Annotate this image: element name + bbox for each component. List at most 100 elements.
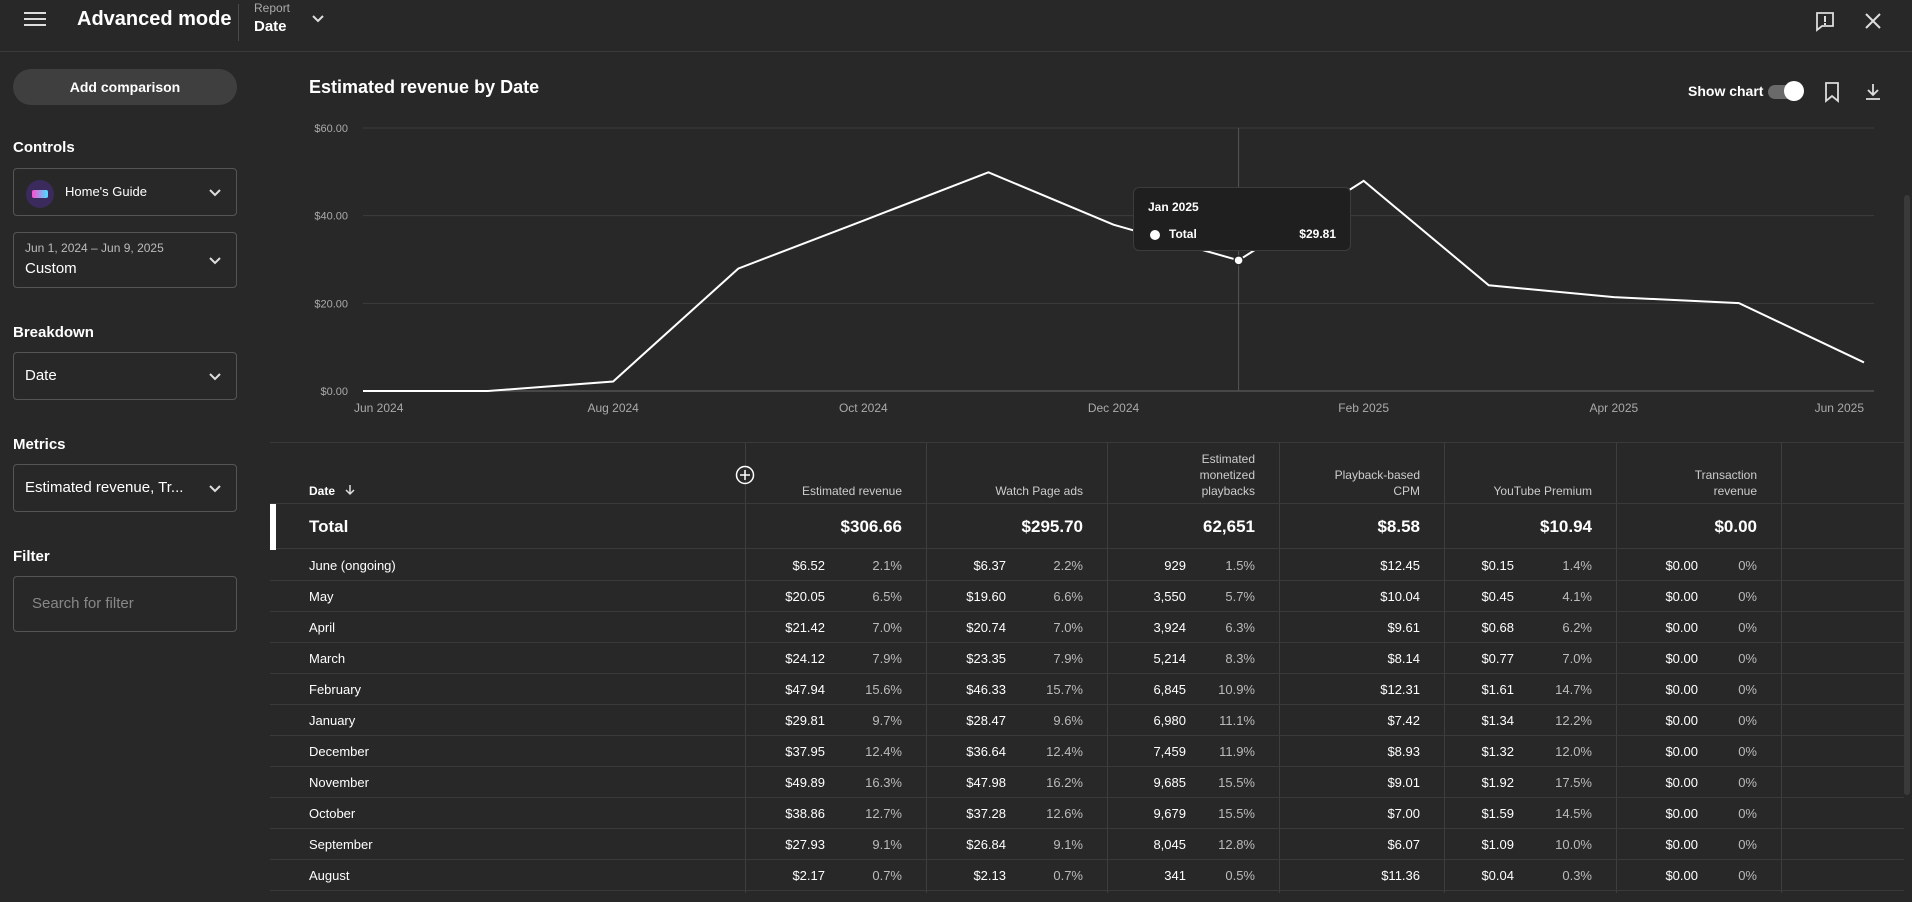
- row-estimated-revenue: $29.81: [785, 713, 825, 728]
- row-youtube-premium-percent: 12.2%: [1555, 713, 1592, 728]
- row-playback-cpm: $12.45: [1380, 558, 1420, 573]
- header-youtube-premium[interactable]: YouTube Premium: [1493, 484, 1593, 498]
- header-monetized-playbacks[interactable]: Estimated monetized playbacks: [1200, 451, 1255, 499]
- row-monetized-playbacks: 9,679: [1153, 806, 1186, 821]
- row-watch-page-ads-percent: 6.6%: [1053, 589, 1083, 604]
- row-transaction-revenue-percent: 0%: [1738, 775, 1757, 790]
- row-estimated-revenue: $27.93: [785, 837, 825, 852]
- page-title: Advanced mode: [77, 8, 232, 30]
- metrics-label: Metrics: [13, 436, 66, 453]
- top-bar: Advanced mode Report Date: [0, 0, 1912, 52]
- row-youtube-premium-percent: 14.5%: [1555, 806, 1592, 821]
- x-tick-label: Dec 2024: [1088, 401, 1140, 415]
- row-date: June (ongoing): [309, 558, 396, 573]
- row-playback-cpm: $7.00: [1387, 806, 1420, 821]
- tooltip-date: Jan 2025: [1148, 200, 1199, 214]
- download-icon[interactable]: [1863, 82, 1883, 102]
- row-watch-page-ads-percent: 12.6%: [1046, 806, 1083, 821]
- row-monetized-playbacks: 7,459: [1153, 744, 1186, 759]
- channel-avatar: [26, 180, 54, 208]
- row-monetized-playbacks-percent: 15.5%: [1218, 775, 1255, 790]
- total-label: Total: [309, 517, 349, 536]
- row-youtube-premium-percent: 1.4%: [1562, 558, 1592, 573]
- close-icon[interactable]: [1862, 10, 1884, 32]
- filter-field[interactable]: [13, 576, 237, 632]
- row-monetized-playbacks: 6,980: [1153, 713, 1186, 728]
- chart-title: Estimated revenue by Date: [309, 77, 540, 97]
- header-playback-cpm[interactable]: Playback-based CPM: [1335, 467, 1420, 499]
- bookmark-icon[interactable]: [1823, 81, 1841, 103]
- chart-tooltip: Jan 2025 Total $29.81: [1133, 187, 1351, 251]
- row-estimated-revenue-percent: 16.3%: [865, 775, 902, 790]
- row-transaction-revenue-percent: 0%: [1738, 558, 1757, 573]
- hamburger-menu-icon[interactable]: [22, 8, 48, 30]
- x-tick-label: Aug 2024: [587, 401, 639, 415]
- header-monetized-playbacks-line2: monetized: [1199, 468, 1255, 482]
- row-estimated-revenue-percent: 12.4%: [865, 744, 902, 759]
- row-watch-page-ads: $47.98: [966, 775, 1006, 790]
- table-row[interactable]: January $29.81 9.7% $28.47 9.6% 6,980 11.1% $7.…: [270, 705, 1904, 736]
- table-row[interactable]: August $2.17 0.7% $2.13 0.7% 341 0.5% $11.36 $0.…: [270, 860, 1904, 891]
- header-date[interactable]: Date: [309, 483, 356, 499]
- y-tick-label: $0.00: [320, 386, 348, 398]
- table-row[interactable]: September $27.93 9.1% $26.84 9.1% 8,045 12.8% $…: [270, 829, 1904, 860]
- date-range-select[interactable]: Jun 1, 2024 – Jun 9, 2025 Custom: [13, 232, 237, 288]
- header-monetized-playbacks-line1: Estimated: [1201, 452, 1255, 466]
- row-estimated-revenue-percent: 7.9%: [872, 651, 902, 666]
- feedback-icon[interactable]: [1814, 10, 1836, 32]
- row-monetized-playbacks-percent: 11.1%: [1219, 713, 1255, 728]
- filter-input[interactable]: [32, 595, 222, 612]
- row-estimated-revenue-percent: 12.7%: [865, 806, 902, 821]
- table-row[interactable]: February $47.94 15.6% $46.33 15.7% 6,845 10.9%…: [270, 674, 1904, 705]
- breakdown-select[interactable]: Date: [13, 352, 237, 400]
- header-transaction-revenue[interactable]: Transaction revenue: [1695, 467, 1757, 499]
- table-row[interactable]: December $37.95 12.4% $36.64 12.4% 7,459 11.9%…: [270, 736, 1904, 767]
- row-watch-page-ads-percent: 9.1%: [1053, 837, 1083, 852]
- table-row[interactable]: April $21.42 7.0% $20.74 7.0% 3,924 6.3% $9.61 $…: [270, 612, 1904, 643]
- add-comparison-button[interactable]: Add comparison: [13, 69, 237, 105]
- row-playback-cpm: $12.31: [1380, 682, 1420, 697]
- row-youtube-premium: $0.45: [1481, 589, 1514, 604]
- row-playback-cpm: $6.07: [1387, 837, 1420, 852]
- row-youtube-premium: $1.92: [1481, 775, 1514, 790]
- revenue-line-chart: $0.00 $20.00 $40.00 $60.00 Jun 2024 Aug 2024 O…: [314, 123, 1874, 415]
- metrics-select[interactable]: Estimated revenue, Tr...: [13, 464, 237, 512]
- total-playback-cpm: $8.58: [1377, 517, 1420, 536]
- scrollbar[interactable]: [1904, 195, 1910, 795]
- row-monetized-playbacks-percent: 15.5%: [1218, 806, 1255, 821]
- row-estimated-revenue: $24.12: [785, 651, 825, 666]
- report-dropdown[interactable]: Report Date: [253, 0, 333, 40]
- channel-select[interactable]: Home's Guide: [13, 168, 237, 216]
- add-column-icon[interactable]: [735, 465, 755, 485]
- chevron-down-icon: [209, 189, 221, 197]
- row-estimated-revenue-percent: 2.1%: [872, 558, 902, 573]
- row-transaction-revenue-percent: 0%: [1738, 837, 1757, 852]
- show-chart-toggle[interactable]: [1768, 81, 1804, 101]
- row-youtube-premium: $0.68: [1481, 620, 1514, 635]
- header-estimated-revenue[interactable]: Estimated revenue: [801, 484, 902, 498]
- table-row[interactable]: October $38.86 12.7% $37.28 12.6% 9,679 15.5% $…: [270, 798, 1904, 829]
- row-youtube-premium: $1.32: [1481, 744, 1514, 759]
- column-divider: [926, 443, 927, 893]
- table-row[interactable]: March $24.12 7.9% $23.35 7.9% 5,214 8.3% $8.14 $…: [270, 643, 1904, 674]
- header-watch-page-ads[interactable]: Watch Page ads: [995, 484, 1083, 498]
- row-transaction-revenue: $0.00: [1665, 558, 1698, 573]
- row-playback-cpm: $9.61: [1387, 620, 1420, 635]
- tooltip-series-dot: [1150, 230, 1160, 240]
- row-transaction-revenue-percent: 0%: [1738, 651, 1757, 666]
- row-youtube-premium-percent: 14.7%: [1555, 682, 1592, 697]
- row-estimated-revenue-percent: 6.5%: [872, 589, 902, 604]
- row-date: November: [309, 775, 369, 790]
- row-playback-cpm: $9.01: [1387, 775, 1420, 790]
- filter-label: Filter: [13, 548, 50, 565]
- table-row[interactable]: November $49.89 16.3% $47.98 16.2% 9,685 15.5%…: [270, 767, 1904, 798]
- row-youtube-premium: $1.09: [1481, 837, 1514, 852]
- row-transaction-revenue: $0.00: [1665, 868, 1698, 883]
- row-date: February: [309, 682, 362, 697]
- table-row[interactable]: May $20.05 6.5% $19.60 6.6% 3,550 5.7% $10.04 $0…: [270, 581, 1904, 612]
- row-monetized-playbacks-percent: 6.3%: [1225, 620, 1255, 635]
- row-transaction-revenue: $0.00: [1665, 775, 1698, 790]
- header-playback-cpm-line2: CPM: [1393, 484, 1420, 498]
- total-watch-page-ads: $295.70: [1021, 517, 1083, 536]
- table-row[interactable]: June (ongoing) $6.52 2.1% $6.37 2.2% 929 1.5% $…: [270, 550, 1904, 581]
